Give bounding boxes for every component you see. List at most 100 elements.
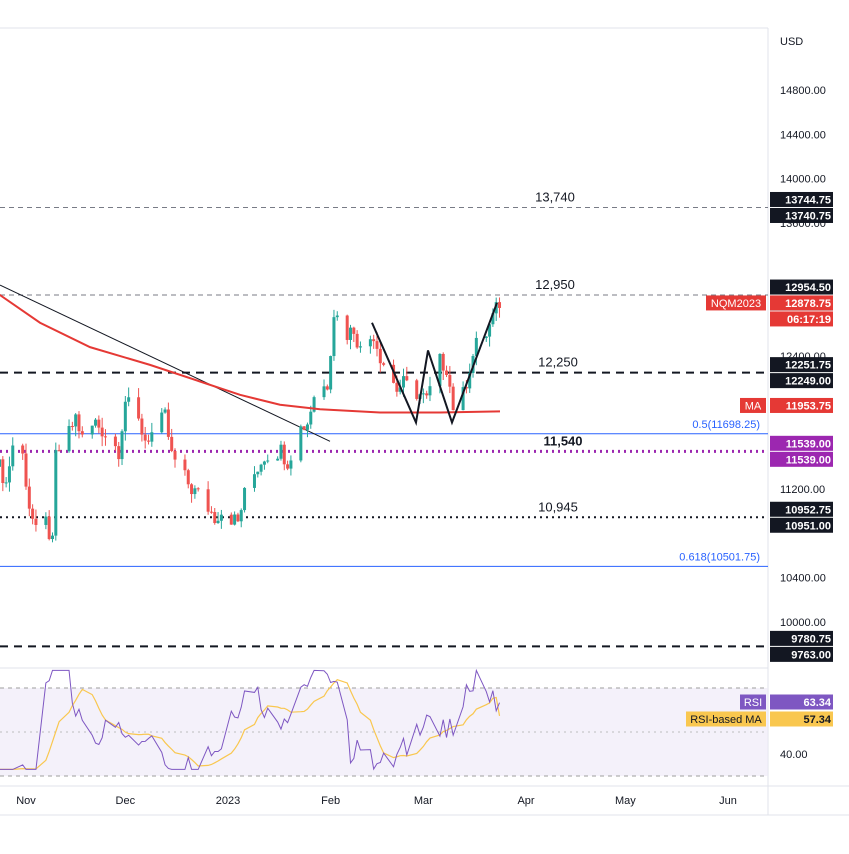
symbol-tag: NQM2023 [711,298,761,310]
candle-body [252,474,256,488]
candle-body [262,461,266,465]
candle-body [398,387,402,392]
candle-body [378,348,382,364]
candle-body [276,458,280,461]
candle-body [498,302,502,308]
price-tick-5: 11200.00 [780,484,825,496]
candle-body [349,327,353,340]
candle-body [163,409,167,413]
candle-body [329,356,333,390]
candle-body [7,466,11,483]
candle-body [137,397,141,419]
level-tag-5-b-bg [770,646,833,662]
candle-body [289,460,293,469]
level-label-0: 13,740 [535,189,575,204]
level-tag-5-a-bg [770,630,833,646]
candle-body [170,436,174,451]
last-price-tag: 12878.75 [785,298,831,310]
candle-body [27,486,31,509]
candle-body [309,411,313,425]
candle-body [100,427,104,437]
candle-body [491,313,495,325]
candle-body [140,418,144,435]
candle-body [123,401,127,432]
candle-body [375,341,379,349]
candle-body [474,337,478,357]
candle-body [335,315,339,318]
candle-body [4,482,8,484]
candle-body [173,450,177,460]
candle-body [90,425,94,435]
ma-value-tag-bg [770,397,833,413]
level-tag-4-a-bg [770,501,833,517]
symbol-tag-bg [706,295,766,311]
time-tick-0: Nov [16,795,36,807]
fib-label-0: 0.5(11698.25) [692,419,760,431]
candle-body [147,440,151,442]
last-price-tag-bg [770,295,833,311]
level-label-1: 12,950 [535,277,575,292]
fib-label-1: 0.618(10501.75) [679,551,760,563]
candle-body [47,516,51,540]
candle-body [421,393,425,395]
candle-body [415,380,419,399]
candle-body [127,397,131,402]
candle-body [193,488,197,495]
level-label-4: 10,945 [538,499,578,514]
candle-body [236,514,240,522]
candle-body [219,514,223,521]
candle-body [441,353,445,371]
time-tick-4: Mar [414,795,433,807]
candle-body [256,471,260,475]
price-tick-1: 14400.00 [780,129,826,141]
level-label-3: 11,540 [543,433,582,448]
candle-body [438,353,442,387]
candle-body [368,339,372,347]
candle-body [94,419,98,426]
candle-body [468,373,472,389]
candle-body [21,445,25,454]
ma-label-bg [740,397,766,413]
candle-body [233,514,237,525]
level-tag-2-a-bg [770,357,833,373]
candle-body [103,436,107,438]
level-tag-3-a-bg [770,435,833,451]
trendline [0,284,331,442]
ma-value-tag: 11953.75 [786,400,831,412]
candle-body [186,470,190,485]
candle-body [57,450,61,452]
level-tag-2-b: 12249.00 [785,376,831,388]
level-tag-1-a: 12954.50 [785,282,831,294]
candle-body [160,412,164,433]
candle-body [401,376,405,388]
price-tick-6: 10400.00 [780,573,826,585]
time-tick-1: Dec [116,795,136,807]
level-tag-4-b-bg [770,517,833,533]
level-tag-5-b: 9763.00 [791,649,831,661]
candle-body [183,459,187,471]
rsi-ma-value-tag: 57.34 [803,714,831,726]
candle-body [358,346,362,348]
candle-body [74,414,78,427]
candle-body [44,516,48,525]
candle-body [352,327,356,334]
candle-body [24,453,28,487]
candle-body [97,419,101,428]
candle-body [50,535,54,540]
level-tag-0-a-bg [770,191,833,207]
candle-body [428,386,432,396]
candle-body [1,459,5,483]
time-tick-7: Jun [719,795,737,807]
price-tick-2: 14000.00 [780,174,826,186]
time-tick-5: Apr [517,795,534,807]
level-tag-3-a: 11539.00 [786,438,831,450]
candle-body [67,426,71,452]
candle-body [405,376,409,381]
candle-body [206,489,210,512]
rsi-value-tag-bg [770,694,833,710]
candle-body [372,339,376,342]
candle-body [425,393,429,396]
candle-body [216,520,220,524]
candle-body [34,518,38,525]
